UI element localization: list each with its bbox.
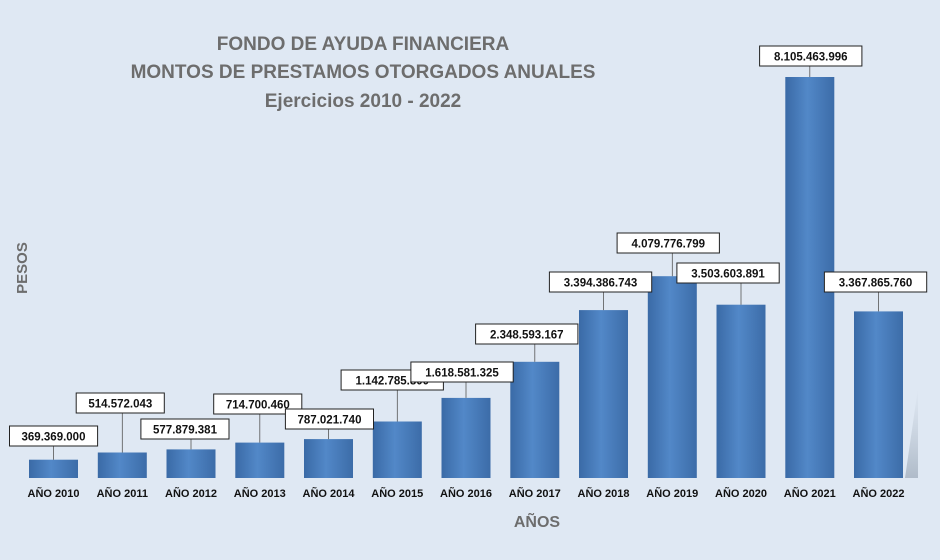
data-label-box: [676, 262, 780, 284]
x-tick-label: AÑO 2021: [784, 487, 836, 500]
bar: [441, 397, 491, 478]
data-label-box: [823, 271, 928, 293]
data-label: 514.572.043: [88, 399, 152, 411]
data-label: 3.503.603.891: [691, 269, 765, 281]
x-tick-label: AÑO 2018: [578, 487, 630, 500]
data-label: 4.079.776.799: [632, 239, 706, 251]
bar: [166, 449, 216, 478]
bar: [97, 452, 147, 478]
x-tick-label: AÑO 2014: [303, 487, 356, 500]
data-label-box: [616, 232, 720, 254]
bar: [235, 442, 285, 478]
bar: [304, 439, 353, 478]
leader-lines-group: [53, 66, 879, 460]
chart-title-line-3: Ejercicios 2010 - 2022: [265, 91, 461, 112]
x-tick-label: AÑO 2016: [440, 487, 492, 500]
data-label-box: [548, 271, 653, 293]
x-tick-label: AÑO 2017: [509, 487, 561, 500]
data-label: 369.369.000: [22, 432, 86, 444]
data-label: 787.021.740: [298, 415, 362, 427]
x-axis-label: AÑOS: [514, 511, 561, 531]
data-label: 8.105.463.996: [774, 52, 848, 64]
data-label-box: [475, 323, 579, 345]
data-label: 1.618.581.325: [425, 368, 499, 380]
x-tick-label: AÑO 2013: [234, 487, 286, 500]
bar: [579, 310, 628, 478]
data-label-box: [140, 418, 230, 440]
data-label: 2.348.593.167: [490, 330, 564, 342]
x-tick-label: AÑO 2020: [715, 487, 767, 500]
bar: [372, 421, 422, 478]
bar: [854, 311, 903, 478]
chart-title-line-2: MONTOS DE PRESTAMOS OTORGADOS ANUALES: [131, 62, 596, 83]
x-tick-label: AÑO 2015: [371, 487, 423, 500]
data-label-box: [9, 425, 99, 447]
chart-title-line-1: FONDO DE AYUDA FINANCIERA: [217, 34, 510, 55]
x-tick-label: AÑO 2010: [28, 487, 80, 500]
bar: [29, 459, 78, 478]
bar: [647, 276, 697, 478]
data-label-box: [284, 408, 374, 430]
x-tick-label: AÑO 2012: [165, 487, 217, 500]
bar: [716, 304, 766, 478]
tick-labels-group: AÑO 2010 AÑO 2011 AÑO 2012 AÑO 2013 AÑO 2014…: [28, 487, 905, 500]
data-label: 577.879.381: [153, 425, 218, 437]
data-label-box: [410, 361, 514, 383]
data-label: 714.700.460: [226, 400, 290, 412]
y-axis-label: PESOS: [14, 242, 31, 294]
x-tick-label: AÑO 2019: [646, 487, 698, 500]
data-label-box: [759, 45, 863, 67]
data-label: 3.367.865.760: [839, 278, 913, 290]
bar: [510, 361, 560, 478]
data-label: 3.394.386.743: [564, 278, 638, 290]
x-tick-label: AÑO 2011: [97, 487, 148, 500]
bars-group: [29, 77, 903, 478]
x-tick-label: AÑO 2022: [853, 487, 905, 500]
data-label-box: [213, 393, 303, 415]
data-label-box: [75, 392, 165, 414]
data-labels-group: 369.369.000 514.572.043 577.879.381 714.700…: [9, 45, 928, 447]
